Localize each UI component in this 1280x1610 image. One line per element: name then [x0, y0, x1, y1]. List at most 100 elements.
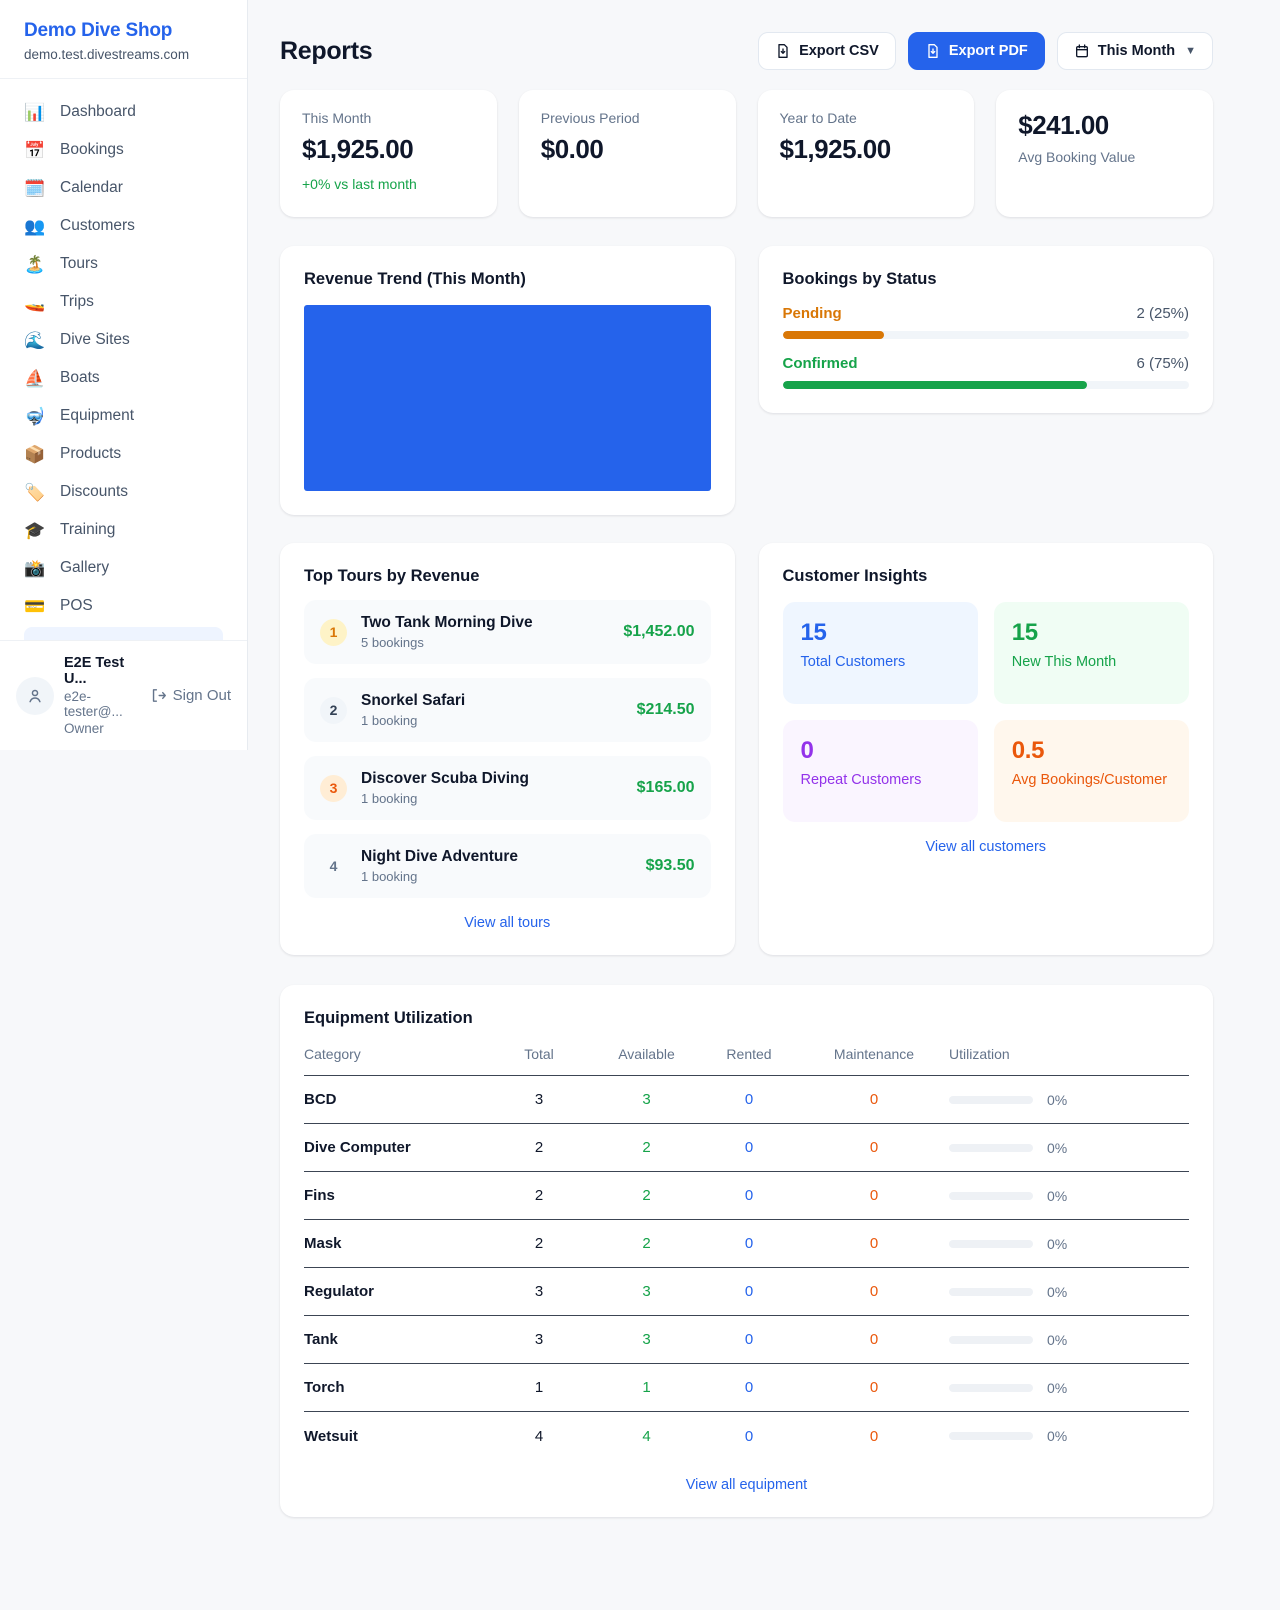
table-row: BCD 3 3 0 0 0% — [304, 1076, 1189, 1124]
status-bar-track — [782, 381, 1189, 389]
utilization-bar — [949, 1335, 1033, 1344]
sidebar-item-pos[interactable]: 💳 POS — [24, 596, 93, 616]
equipment-utilization-title: Equipment Utilization — [304, 1009, 473, 1027]
file-download-icon — [778, 44, 788, 58]
view-all-tours-link[interactable]: View all tours — [464, 915, 551, 931]
insight-tile-repeat-customers: 0 Repeat Customers — [782, 720, 978, 822]
export-csv-button[interactable]: Export CSV — [758, 32, 896, 70]
table-row: Tank 3 3 0 0 0% — [304, 1316, 1189, 1364]
calendar-icon: 🗓️ — [24, 178, 46, 198]
sidebar-item-calendar[interactable]: 🗓️ Calendar — [24, 178, 123, 198]
bookings-icon: 📅 — [24, 140, 46, 160]
tour-name: Two Tank Morning Dive — [361, 614, 533, 631]
status-label: Pending — [782, 305, 842, 322]
sign-out-icon — [152, 689, 166, 702]
utilization-bar — [949, 1287, 1033, 1296]
tour-bookings: 5 bookings — [361, 635, 424, 650]
utilization-bar — [949, 1143, 1033, 1152]
status-label: Confirmed — [782, 355, 858, 372]
revenue-trend-chart — [304, 305, 711, 491]
status-bar-track — [782, 331, 1189, 339]
shop-domain: demo.test.divestreams.com — [24, 47, 190, 62]
status-bar-fill — [782, 381, 1088, 389]
page-title: Reports — [280, 36, 373, 65]
bookings-by-status-title: Bookings by Status — [782, 270, 937, 288]
sidebar-item-trips[interactable]: 🚤 Trips — [24, 292, 94, 312]
tour-revenue: $165.00 — [636, 779, 695, 796]
top-tours-card: Top Tours by Revenue 1 Two Tank Morning … — [280, 543, 735, 955]
rank-badge: 3 — [320, 774, 347, 802]
view-all-equipment-link[interactable]: View all equipment — [685, 1477, 808, 1493]
sidebar: Demo Dive Shop demo.test.divestreams.com… — [0, 0, 248, 750]
user-info: E2E Test U... e2e-tester@... Owner — [64, 655, 140, 736]
stats-row: This Month $1,925.00 +0% vs last month P… — [280, 90, 1213, 217]
sidebar-item-equipment[interactable]: 🤿 Equipment — [24, 406, 135, 426]
status-count: 6 (75%) — [1136, 355, 1189, 372]
equipment-table: Category Total Available Rented Maintena… — [304, 1046, 1189, 1460]
rank-badge: 4 — [329, 858, 338, 874]
revenue-trend-card: Revenue Trend (This Month) — [280, 246, 735, 515]
sidebar-item-training[interactable]: 🎓 Training — [24, 520, 116, 540]
period-selector[interactable]: This Month ▼ — [1056, 32, 1213, 70]
status-count: 2 (25%) — [1136, 305, 1189, 322]
rank-badge: 1 — [320, 618, 347, 646]
sidebar-item-dashboard[interactable]: 📊 Dashboard — [24, 102, 136, 122]
equipment-icon: 🤿 — [24, 406, 46, 426]
pos-icon: 💳 — [24, 596, 46, 616]
stat-card-avg-booking-value: $241.00 Avg Booking Value — [996, 90, 1213, 217]
gallery-icon: 📸 — [24, 558, 46, 578]
sidebar-item-discounts[interactable]: 🏷️ Discounts — [24, 482, 129, 502]
sidebar-item-reports-active-partial[interactable] — [24, 627, 223, 640]
rank-badge: 2 — [320, 696, 347, 724]
insight-tile-total-customers: 15 Total Customers — [782, 602, 978, 704]
table-row: Fins 2 2 0 0 0% — [304, 1172, 1189, 1220]
discounts-icon: 🏷️ — [24, 482, 46, 502]
stat-delta: +0% vs last month — [302, 176, 417, 192]
stat-card-year-to-date: Year to Date $1,925.00 — [757, 90, 975, 217]
view-all-customers-link[interactable]: View all customers — [925, 839, 1047, 855]
sidebar-item-bookings[interactable]: 📅 Bookings — [24, 140, 124, 160]
sidebar-item-customers[interactable]: 👥 Customers — [24, 216, 135, 236]
widgets-row: Top Tours by Revenue 1 Two Tank Morning … — [280, 543, 1213, 955]
boats-icon: ⛵ — [24, 368, 46, 388]
tour-row-4: 4 Night Dive Adventure 1 booking $93.50 — [304, 834, 711, 898]
file-download-icon — [928, 44, 938, 58]
tour-row-3: 3 Discover Scuba Diving 1 booking $165.0… — [304, 756, 711, 820]
customer-insights-title: Customer Insights — [782, 567, 928, 585]
sidebar-item-tours[interactable]: 🏝️ Tours — [24, 254, 98, 274]
insight-tile-avg-bookings: 0.5 Avg Bookings/Customer — [993, 720, 1189, 822]
sidebar-item-boats[interactable]: ⛵ Boats — [24, 368, 100, 388]
utilization-bar — [949, 1432, 1033, 1440]
brand-block: Demo Dive Shop demo.test.divestreams.com — [0, 0, 247, 79]
top-tours-title: Top Tours by Revenue — [304, 567, 480, 585]
table-row: Torch 1 1 0 0 0% — [304, 1364, 1189, 1412]
equipment-utilization-card: Equipment Utilization Category Total Ava… — [280, 985, 1213, 1517]
status-row-pending: Pending 2 (25%) — [782, 305, 1189, 339]
tour-row-2: 2 Snorkel Safari 1 booking $214.50 — [304, 678, 711, 742]
user-icon — [29, 689, 41, 702]
table-row: Dive Computer 2 2 0 0 0% — [304, 1124, 1189, 1172]
user-role: Owner — [64, 721, 104, 736]
header-actions: Export CSV Export PDF This Month ▼ — [758, 32, 1213, 70]
customers-icon: 👥 — [24, 216, 46, 236]
sidebar-item-dive-sites[interactable]: 🌊 Dive Sites — [24, 330, 130, 350]
sidebar-item-gallery[interactable]: 📸 Gallery — [24, 558, 110, 578]
dashboard-icon: 📊 — [24, 102, 46, 122]
export-pdf-button[interactable]: Export PDF — [907, 32, 1045, 70]
tour-revenue: $1,452.00 — [623, 623, 695, 640]
revenue-trend-title: Revenue Trend (This Month) — [304, 270, 526, 288]
main-content: Reports Export CSV Export PDF This Month — [248, 0, 1280, 1557]
utilization-bar — [949, 1383, 1033, 1392]
tour-revenue: $93.50 — [645, 857, 695, 874]
sidebar-item-products[interactable]: 📦 Products — [24, 444, 122, 464]
tour-revenue: $214.50 — [636, 701, 695, 718]
charts-row: Revenue Trend (This Month) Bookings by S… — [280, 246, 1213, 515]
table-header: Category Total Available Rented Maintena… — [304, 1046, 1189, 1076]
calendar-outline-icon — [1075, 44, 1088, 58]
stat-card-previous-period: Previous Period $0.00 — [518, 90, 736, 217]
utilization-bar — [949, 1239, 1033, 1248]
sign-out-button[interactable]: Sign Out — [150, 687, 231, 704]
tour-bookings: 1 booking — [361, 713, 418, 728]
tour-name: Night Dive Adventure — [361, 848, 519, 865]
insight-tile-new-this-month: 15 New This Month — [993, 602, 1189, 704]
